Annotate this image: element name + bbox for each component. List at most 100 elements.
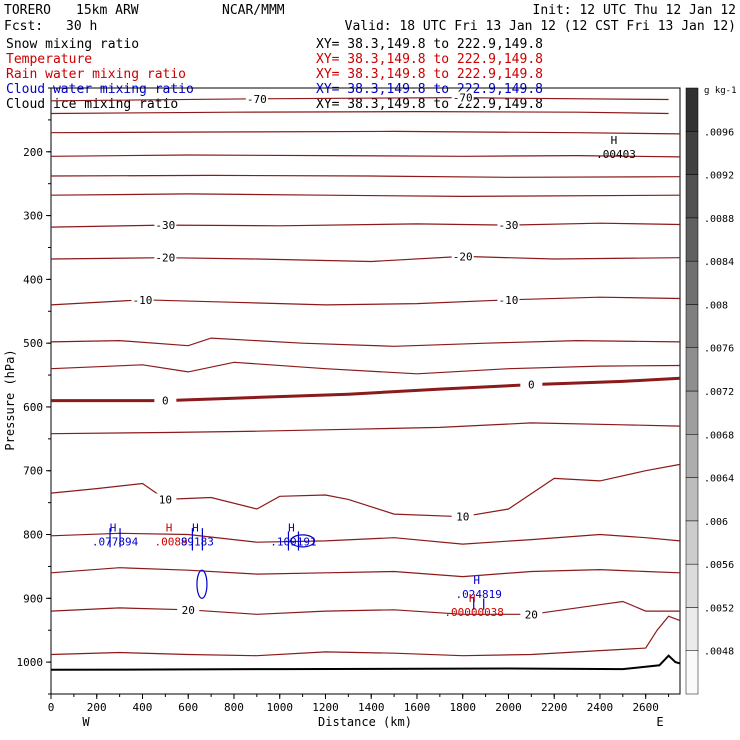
extremum-value: .0089: [155, 536, 188, 549]
contour-label: -30: [499, 219, 519, 232]
colorbar-segment: [685, 390, 699, 435]
contour-label: 10: [159, 493, 172, 506]
x-axis-east-label: E: [656, 715, 663, 729]
temperature-contour: [50, 361, 681, 375]
cloud-water-contour: [290, 534, 316, 548]
field-xy: XY= 38.3,149.8 to 222.9,149.8: [316, 52, 543, 67]
contour-label: -70: [453, 92, 473, 105]
contour-label-bg: [497, 293, 520, 306]
extremum-value: .077894: [92, 536, 139, 549]
colorbar-segment: [685, 650, 699, 695]
temperature-contour: [50, 422, 681, 435]
x-tick-label: 1800: [449, 701, 476, 714]
cloud-water-contour: [287, 531, 300, 551]
extremum-marker: H: [288, 522, 295, 535]
axes: 0 200 400 600 800 1000 1200 1400 1600 1800 2000 220…: [17, 87, 670, 714]
colorbar-tick-label: .0084: [704, 257, 734, 268]
contour-label: 0: [162, 395, 169, 408]
contour-label: -10: [133, 294, 153, 307]
extremum-marker: H: [192, 522, 199, 535]
colorbar-segment: [685, 477, 699, 522]
field-xy: XY= 38.3,149.8 to 222.9,149.8: [316, 37, 543, 52]
contour-label-bg: [245, 92, 268, 105]
contour-label: -30: [155, 219, 175, 232]
colorbar-segment: [685, 304, 699, 348]
field-name: Temperature: [6, 52, 92, 67]
colorbar-tick-label: .0096: [704, 127, 734, 138]
x-tick-label: 600: [178, 701, 198, 714]
org-name: NCAR/MMM: [222, 3, 285, 18]
contour-label-bg: [451, 250, 474, 263]
header: TORERO 15km ARW NCAR/MMM Init: 12 UTC Th…: [4, 3, 736, 34]
cloud-water-contour: [191, 528, 203, 551]
x-axis-west-label: W: [82, 715, 90, 729]
extremum-marker: H: [469, 592, 476, 605]
x-tick-label: 2000: [495, 701, 522, 714]
temperature-contour: [50, 154, 681, 158]
x-tick-label: 800: [224, 701, 244, 714]
extremum-marker: H: [473, 574, 480, 587]
model-name: TORERO: [4, 3, 51, 18]
contour-label-bg: [154, 219, 177, 232]
x-tick-label: 2400: [587, 701, 614, 714]
y-tick-label: 900: [23, 592, 43, 605]
contour-label: 0: [528, 379, 535, 392]
colorbar-tick-label: .0072: [704, 387, 734, 398]
contour-label: 20: [182, 604, 195, 617]
temperature-contour: [50, 255, 681, 263]
colorbar-segment: [685, 87, 699, 132]
grid-name: 15km ARW: [76, 3, 139, 18]
contour-label: -70: [247, 93, 267, 106]
colorbar-tick-label: .0064: [704, 474, 734, 485]
contour-label-bg: [520, 608, 543, 621]
temperature-contours: -70 -70 -30 -30 -20 -20 -10 -10 0 0 10 10 20 20: [50, 91, 681, 657]
colorbar-segment: [685, 174, 699, 219]
y-tick-label: 400: [23, 273, 43, 286]
temperature-contour: [50, 130, 681, 135]
colorbar-segment: [685, 260, 699, 305]
extremum-marker: H: [110, 522, 117, 535]
x-tick-label: 1000: [266, 701, 293, 714]
temperature-contour: [50, 615, 681, 657]
valid-time: Valid: 18 UTC Fri 13 Jan 12 (12 CST Fri …: [345, 19, 736, 34]
contour-label: 10: [456, 511, 469, 524]
field-xy: XY= 38.3,149.8 to 222.9,149.8: [316, 97, 543, 112]
field-name: Cloud ice mixing ratio: [6, 97, 178, 112]
y-tick-label: 300: [23, 210, 43, 223]
contour-label: -20: [453, 250, 473, 263]
cloud-water-contour: [196, 569, 208, 599]
field-name: Cloud water mixing ratio: [6, 82, 194, 97]
x-tick-label: 200: [87, 701, 107, 714]
terrain-line: [50, 654, 681, 671]
colorbar-tick-label: .0048: [704, 647, 734, 658]
colorbar-segment: [685, 347, 699, 392]
colorbar-tick-label: .0052: [704, 603, 734, 614]
field-list: Snow mixing ratio XY= 38.3,149.8 to 222.9…: [6, 37, 543, 112]
cloud-water-contour: [109, 528, 121, 548]
colorbar: .0096 .0092 .0088 .0084 .008 .0076 .0072 .0068.…: [685, 87, 734, 695]
temperature-contour: [50, 567, 681, 578]
colorbar-tick-label: .0076: [704, 344, 734, 355]
x-tick-label: 1200: [312, 701, 339, 714]
plot-frame: [50, 87, 681, 695]
contour-label-bg: [451, 510, 474, 523]
x-axis-label: Distance (km): [318, 715, 412, 729]
x-tick-label: 1400: [358, 701, 385, 714]
colorbar-tick-label: .0068: [704, 430, 734, 441]
contour-label-bg: [131, 293, 154, 306]
field-xy: XY= 38.3,149.8 to 222.9,149.8: [316, 82, 543, 97]
colorbar-segment: [685, 563, 699, 608]
cloud-water-contours: [109, 528, 485, 610]
contour-label: 20: [525, 608, 538, 621]
extremum-value: 89183: [181, 536, 214, 549]
contour-label-bg: [177, 603, 200, 616]
y-tick-label: 200: [23, 146, 43, 159]
fcst-label: Fcst:: [4, 19, 43, 34]
field-name: Rain water mixing ratio: [6, 67, 186, 82]
extremum-marker: H: [611, 134, 618, 147]
init-time: Init: 12 UTC Thu 12 Jan 12: [533, 3, 737, 18]
contour-label-bg: [497, 219, 520, 232]
colorbar-segment: [685, 131, 699, 175]
y-tick-label: 800: [23, 529, 43, 542]
temperature-contour: [50, 193, 681, 198]
